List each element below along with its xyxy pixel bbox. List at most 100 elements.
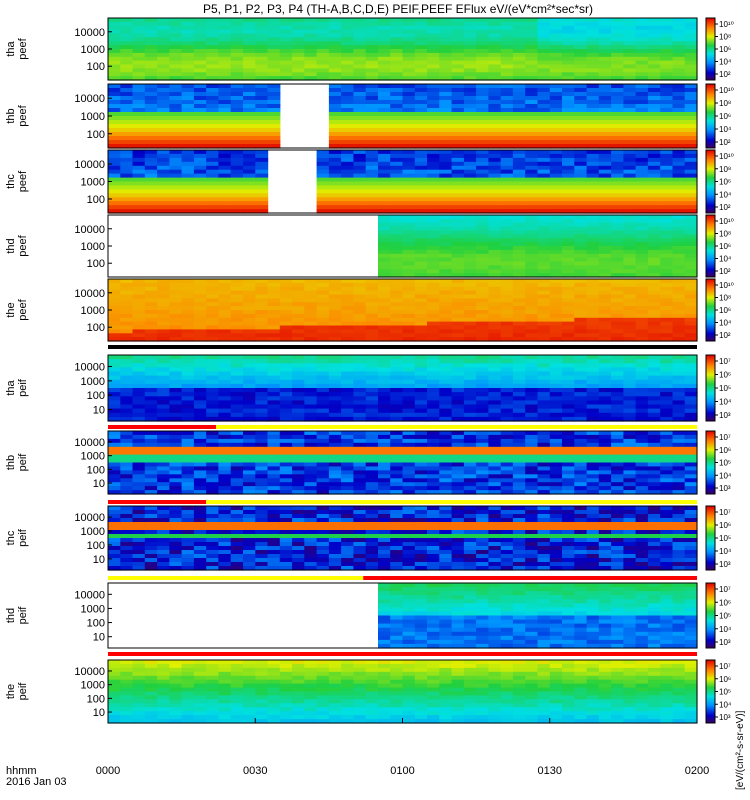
heatmap-cell <box>586 434 600 440</box>
heatmap-cell <box>623 209 637 214</box>
heatmap-cell <box>218 474 232 479</box>
heatmap-cell <box>144 486 158 491</box>
heatmap-cell <box>451 88 465 93</box>
heatmap-cell <box>181 84 195 89</box>
heatmap-cell <box>279 45 293 50</box>
heatmap-cell <box>414 124 428 129</box>
heatmap-cell <box>169 379 183 385</box>
heatmap-cell <box>144 177 158 183</box>
heatmap-cell <box>316 442 330 448</box>
heatmap-cell <box>439 189 453 194</box>
heatmap-cell <box>108 317 121 323</box>
heatmap-cell <box>328 404 342 410</box>
heatmap-cell <box>476 286 489 292</box>
heatmap-cell <box>586 144 600 149</box>
heatmap-cell <box>427 165 440 171</box>
heatmap-cell <box>120 150 134 155</box>
heatmap-cell <box>586 325 600 330</box>
heatmap-cell <box>537 392 551 397</box>
heatmap-cell <box>353 400 367 406</box>
heatmap-cell <box>243 470 256 475</box>
heatmap-cell <box>157 388 170 393</box>
heatmap-cell <box>279 408 293 414</box>
heatmap-cell <box>328 478 342 483</box>
heatmap-cell <box>316 375 330 381</box>
heatmap-cell <box>635 408 649 414</box>
heatmap-cell <box>414 290 428 296</box>
heatmap-cell <box>169 21 183 27</box>
heatmap-cell <box>243 189 256 194</box>
heatmap-cell <box>341 201 354 206</box>
heatmap-cell <box>574 37 588 42</box>
heatmap-cell <box>672 92 686 97</box>
heatmap-cell <box>243 375 256 381</box>
heatmap-cell <box>267 462 281 467</box>
heatmap-cell <box>378 392 391 397</box>
heatmap-cell <box>206 462 220 467</box>
heatmap-cell <box>611 325 624 330</box>
heatmap-cell <box>537 37 551 42</box>
heatmap-cell <box>132 116 146 121</box>
heatmap-cell <box>120 33 134 38</box>
heatmap-cell <box>365 18 379 23</box>
heatmap-cell <box>169 359 183 364</box>
heatmap-cell <box>316 76 330 81</box>
heatmap-cell <box>598 144 612 149</box>
heatmap-cell <box>218 478 232 483</box>
heatmap-cell <box>279 41 293 46</box>
heatmap-cell <box>193 88 207 93</box>
heatmap-cell <box>378 450 391 456</box>
heatmap-cell <box>328 321 342 327</box>
heatmap-cell <box>488 286 502 292</box>
heatmap-cell <box>414 230 428 235</box>
heatmap-cell <box>230 294 244 299</box>
heatmap-cell <box>476 478 489 483</box>
heatmap-cell <box>574 144 588 149</box>
heatmap-cell <box>365 56 379 62</box>
heatmap-cell <box>611 218 624 224</box>
heatmap-cell <box>378 253 391 259</box>
heatmap-cell <box>660 144 674 149</box>
heatmap-cell <box>574 294 588 299</box>
heatmap-cell <box>574 238 588 243</box>
heatmap-cell <box>402 128 416 133</box>
heatmap-cell <box>304 379 318 385</box>
heatmap-cell <box>660 84 674 89</box>
heatmap-cell <box>611 150 624 155</box>
y-axis-label: peef <box>17 37 29 59</box>
heatmap-cell <box>463 302 477 307</box>
heatmap-cell <box>157 454 170 460</box>
heatmap-cell <box>292 408 305 414</box>
heatmap-cell <box>586 72 600 77</box>
heatmap-cell <box>476 185 489 190</box>
heatmap-cell <box>427 128 440 133</box>
heatmap-cell <box>611 226 624 232</box>
heatmap-cell <box>108 375 121 381</box>
heatmap-cell <box>279 282 293 288</box>
heatmap-cell <box>108 367 121 373</box>
heatmap-cell <box>206 367 220 373</box>
heatmap-cell <box>586 290 600 296</box>
heatmap-cell <box>255 446 269 452</box>
heatmap-cell <box>586 298 600 303</box>
heatmap-cell <box>169 438 183 444</box>
heatmap-cell <box>193 157 207 163</box>
heatmap-cell <box>598 371 612 377</box>
heatmap-cell <box>488 317 502 323</box>
heatmap-cell <box>120 124 134 129</box>
heatmap-cell <box>402 29 416 35</box>
heatmap-cell <box>463 120 477 125</box>
heatmap-cell <box>328 392 342 397</box>
heatmap-cell <box>390 367 404 373</box>
heatmap-cell <box>512 486 526 491</box>
heatmap-cell <box>316 313 330 319</box>
heatmap-cell <box>120 72 134 77</box>
heatmap-cell <box>476 290 489 296</box>
heatmap-cell <box>108 205 121 210</box>
heatmap-cell <box>660 234 674 239</box>
heatmap-cell <box>132 76 146 81</box>
heatmap-cell <box>193 92 207 97</box>
heatmap-cell <box>439 197 453 202</box>
heatmap-cell <box>414 478 428 483</box>
heatmap-cell <box>365 298 379 303</box>
